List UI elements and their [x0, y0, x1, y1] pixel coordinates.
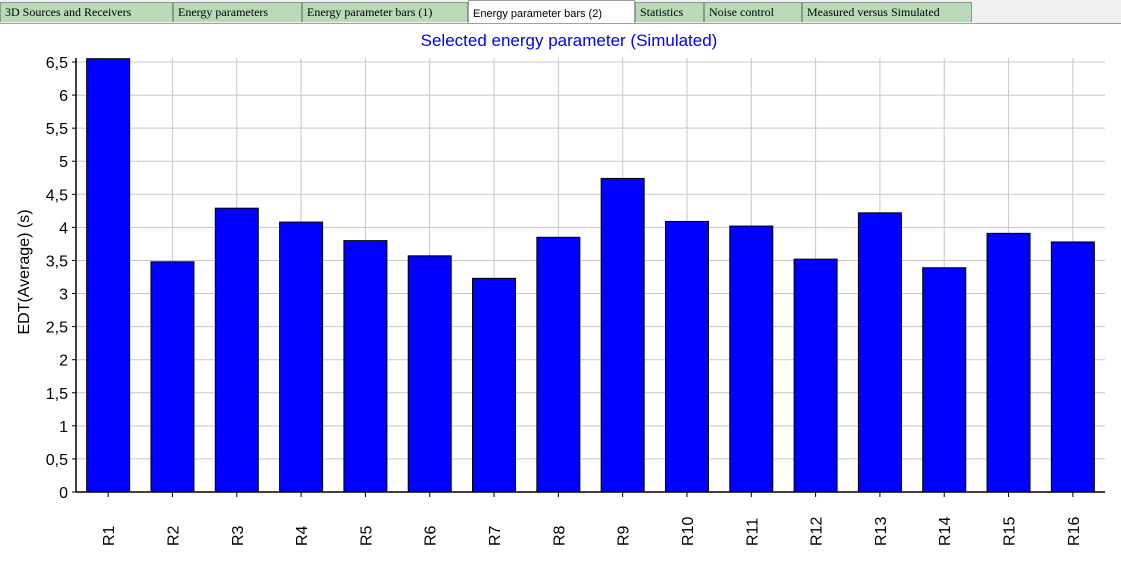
axes	[72, 58, 1105, 497]
x-tick-label: R14	[937, 517, 954, 546]
x-tick-label: R13	[873, 517, 890, 546]
bar-r10	[664, 220, 709, 493]
y-tick-label: 0,5	[46, 452, 68, 469]
bar-r6	[407, 255, 452, 493]
x-tick-label: R12	[809, 517, 826, 546]
y-tick-label: 5,5	[46, 121, 68, 138]
y-tick-label: 2	[59, 353, 68, 370]
y-tick-label: 6	[59, 88, 68, 105]
x-tick-label: R6	[423, 525, 440, 546]
y-axis-label: EDT(Average) (s)	[16, 209, 33, 334]
y-tick-label: 1	[59, 419, 68, 436]
bar-r3	[214, 207, 259, 493]
y-tick-label: 1,5	[46, 386, 68, 403]
x-tick-label: R15	[1002, 517, 1019, 546]
tab-3d-sources-and-receivers[interactable]: 3D Sources and Receivers	[0, 2, 173, 22]
tab-energy-parameter-bars-1[interactable]: Energy parameter bars (1)	[302, 2, 468, 22]
bar-r13	[857, 212, 902, 493]
y-tick-labels: 0 0,5 1 1,5 2 2,5 3 3,5 4 4,5 5 5,5 6 6,5	[46, 55, 68, 502]
bar-r5	[343, 240, 388, 493]
x-tick-label: R16	[1066, 517, 1083, 546]
bar-r9	[600, 177, 645, 493]
bar-r12	[793, 258, 838, 493]
y-tick-label: 0	[59, 485, 68, 502]
bar-r4	[279, 221, 324, 493]
bar-r2	[150, 261, 195, 493]
tab-energy-parameters[interactable]: Energy parameters	[173, 2, 302, 22]
x-tick-label: R9	[616, 525, 633, 546]
x-tick-label: R8	[551, 525, 568, 546]
bar-r1	[86, 58, 131, 493]
tab-bar: 3D Sources and Receivers Energy paramete…	[0, 0, 1121, 23]
tab-noise-control[interactable]: Noise control	[704, 2, 802, 22]
y-tick-label: 3,5	[46, 253, 68, 270]
bars	[86, 58, 1095, 493]
bar-r8	[536, 236, 581, 493]
x-tick-labels: R1 R2 R3 R4 R5 R6 R7 R8 R9 R10 R11 R12 R13 R14 R15 R16	[101, 517, 1083, 546]
bar-r11	[729, 225, 774, 493]
chart-title: Selected energy parameter (Simulated)	[421, 31, 718, 50]
x-tick-label: R1	[101, 525, 118, 546]
tab-statistics[interactable]: Statistics	[635, 2, 704, 22]
bar-r16	[1050, 241, 1095, 493]
y-tick-label: 4	[59, 220, 68, 237]
y-tick-label: 2,5	[46, 320, 68, 337]
bar-r15	[986, 232, 1031, 493]
tab-measured-versus-simulated[interactable]: Measured versus Simulated	[802, 2, 972, 22]
x-tick-label: R5	[358, 525, 375, 546]
tab-energy-parameter-bars-2[interactable]: Energy parameter bars (2)	[468, 0, 635, 23]
y-tick-label: 5	[59, 154, 68, 171]
y-tick-label: 6,5	[46, 55, 68, 72]
x-tick-label: R3	[230, 525, 247, 546]
bar-r14	[922, 267, 967, 493]
x-tick-label: R2	[165, 525, 182, 546]
y-tick-label: 3	[59, 287, 68, 304]
x-tick-label: R7	[487, 525, 504, 546]
y-tick-label: 4,5	[46, 187, 68, 204]
x-tick-label: R10	[680, 517, 697, 546]
bar-r7	[472, 277, 517, 493]
x-tick-label: R11	[744, 518, 761, 546]
x-tick-label: R4	[294, 525, 311, 546]
